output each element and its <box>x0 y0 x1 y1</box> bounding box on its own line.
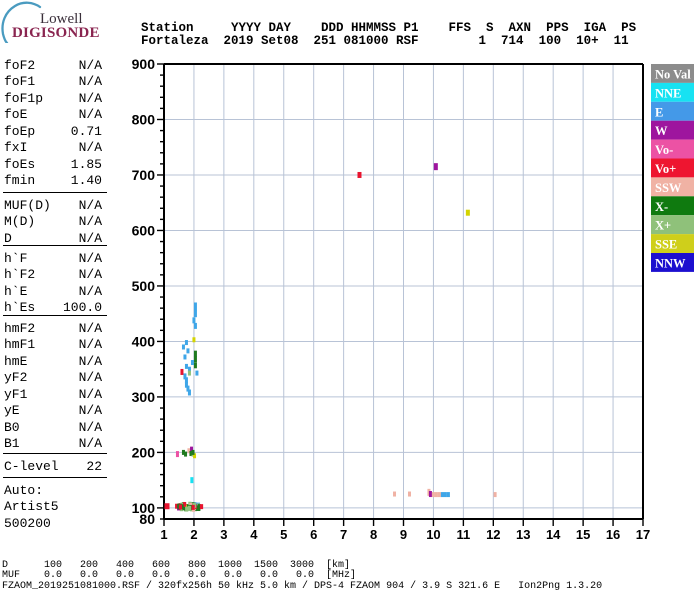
svg-text:15: 15 <box>576 527 590 542</box>
svg-text:1: 1 <box>160 527 167 542</box>
svg-text:200: 200 <box>132 444 156 460</box>
svg-text:80: 80 <box>139 511 155 527</box>
svg-text:NNW: NNW <box>655 256 686 270</box>
svg-text:7: 7 <box>340 527 347 542</box>
svg-text:Vo-: Vo- <box>655 143 673 157</box>
svg-text:X+: X+ <box>655 219 671 233</box>
svg-text:16: 16 <box>606 527 620 542</box>
svg-text:5: 5 <box>280 527 287 542</box>
svg-text:SSE: SSE <box>655 238 677 252</box>
svg-text:8: 8 <box>370 527 377 542</box>
svg-text:SSW: SSW <box>655 181 682 195</box>
svg-text:10: 10 <box>426 527 440 542</box>
svg-text:2: 2 <box>190 527 197 542</box>
svg-text:9: 9 <box>400 527 407 542</box>
svg-text:700: 700 <box>132 167 156 183</box>
svg-text:Vo+: Vo+ <box>655 162 676 176</box>
svg-text:W: W <box>655 124 668 138</box>
svg-text:800: 800 <box>132 111 156 127</box>
svg-text:400: 400 <box>132 333 156 349</box>
svg-text:X-: X- <box>655 200 668 214</box>
svg-text:500: 500 <box>132 278 156 294</box>
svg-text:6: 6 <box>310 527 317 542</box>
svg-text:17: 17 <box>636 527 650 542</box>
svg-text:4: 4 <box>250 527 258 542</box>
svg-text:900: 900 <box>132 56 156 72</box>
svg-text:300: 300 <box>132 389 156 405</box>
svg-text:No Val: No Val <box>655 67 691 81</box>
svg-text:12: 12 <box>486 527 500 542</box>
svg-text:11: 11 <box>457 527 471 542</box>
svg-text:3: 3 <box>220 527 227 542</box>
svg-text:13: 13 <box>516 527 530 542</box>
svg-text:14: 14 <box>546 527 561 542</box>
svg-text:E: E <box>655 105 663 119</box>
svg-text:NNE: NNE <box>655 86 681 100</box>
svg-text:600: 600 <box>132 222 156 238</box>
